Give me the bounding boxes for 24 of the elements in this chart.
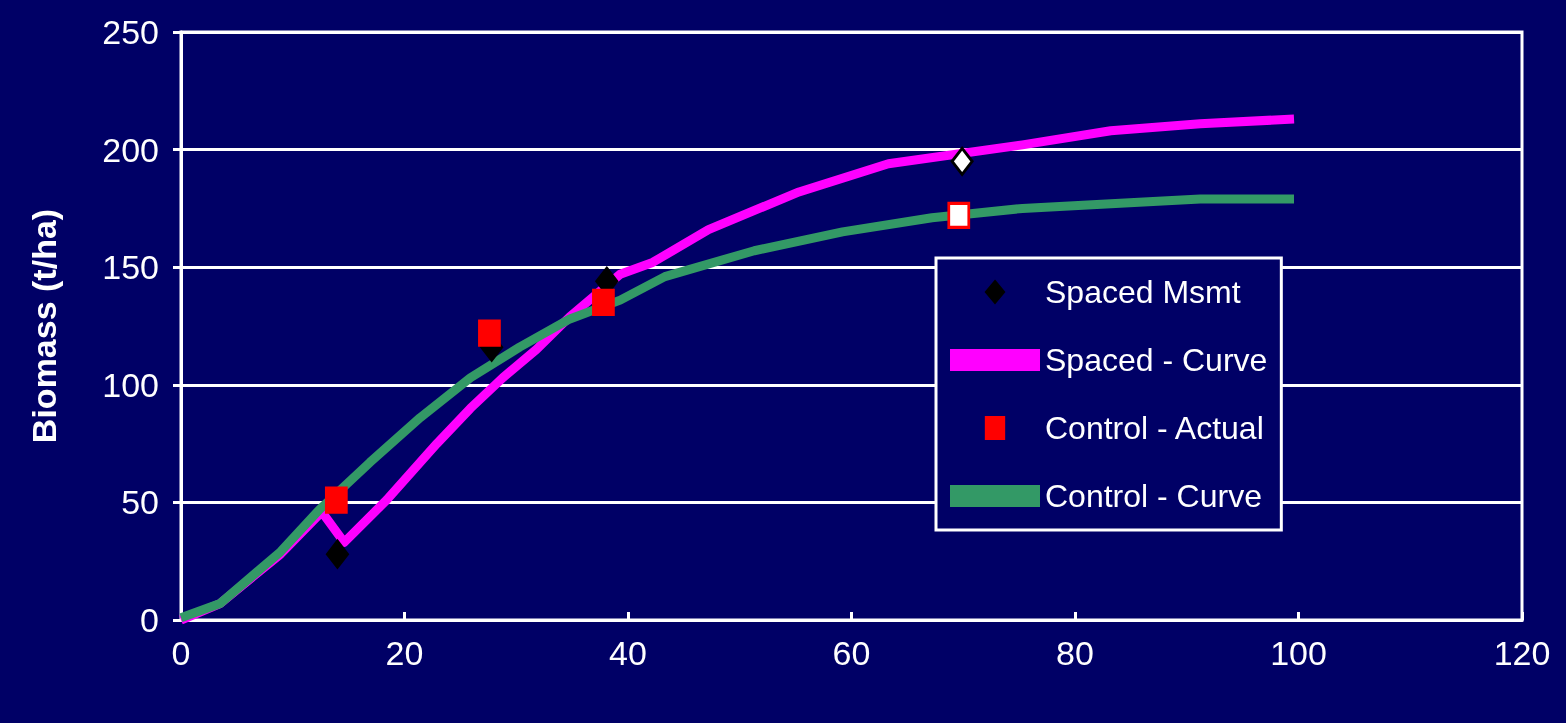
y-tick-label: 150 (102, 248, 159, 287)
x-tick-label: 60 (832, 634, 871, 672)
point (591, 288, 615, 316)
y-tick-label: 50 (121, 483, 159, 522)
y-tick-label: 100 (102, 365, 159, 404)
x-tick-label: 20 (385, 634, 424, 672)
legend-label: Control - Curve (1045, 478, 1262, 514)
x-tick-label: 120 (1493, 634, 1551, 672)
x-tick-label: 0 (171, 634, 191, 672)
legend-label: Spaced - Curve (1045, 342, 1268, 378)
y-axis-title: Biomass (t/ha) (25, 208, 63, 444)
x-tick-label: 100 (1270, 634, 1327, 672)
y-tick-label: 200 (102, 130, 159, 169)
point (324, 486, 348, 514)
x-tick-label: 40 (609, 634, 647, 672)
point (477, 319, 501, 347)
y-tick-label: 250 (102, 13, 159, 51)
point (325, 539, 349, 569)
y-tick-label: 0 (140, 601, 159, 639)
point (950, 146, 974, 176)
x-tick-label: 80 (1056, 634, 1094, 672)
legend-label: Control - Actual (1045, 410, 1264, 446)
point (947, 201, 971, 229)
legend-label: Spaced Msmt (1045, 274, 1241, 310)
